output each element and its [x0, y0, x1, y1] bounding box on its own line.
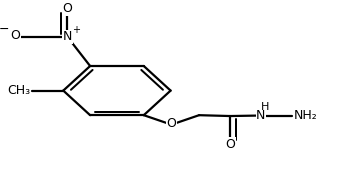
Text: H: H — [261, 102, 269, 112]
Text: N: N — [256, 109, 265, 122]
Text: CH₃: CH₃ — [8, 84, 31, 97]
Text: NH₂: NH₂ — [293, 109, 317, 122]
Text: O: O — [10, 29, 20, 42]
Text: N: N — [63, 30, 72, 43]
Text: −: − — [0, 23, 9, 36]
Text: O: O — [225, 138, 235, 151]
Text: +: + — [72, 25, 81, 35]
Text: O: O — [166, 117, 176, 130]
Text: O: O — [62, 2, 72, 15]
